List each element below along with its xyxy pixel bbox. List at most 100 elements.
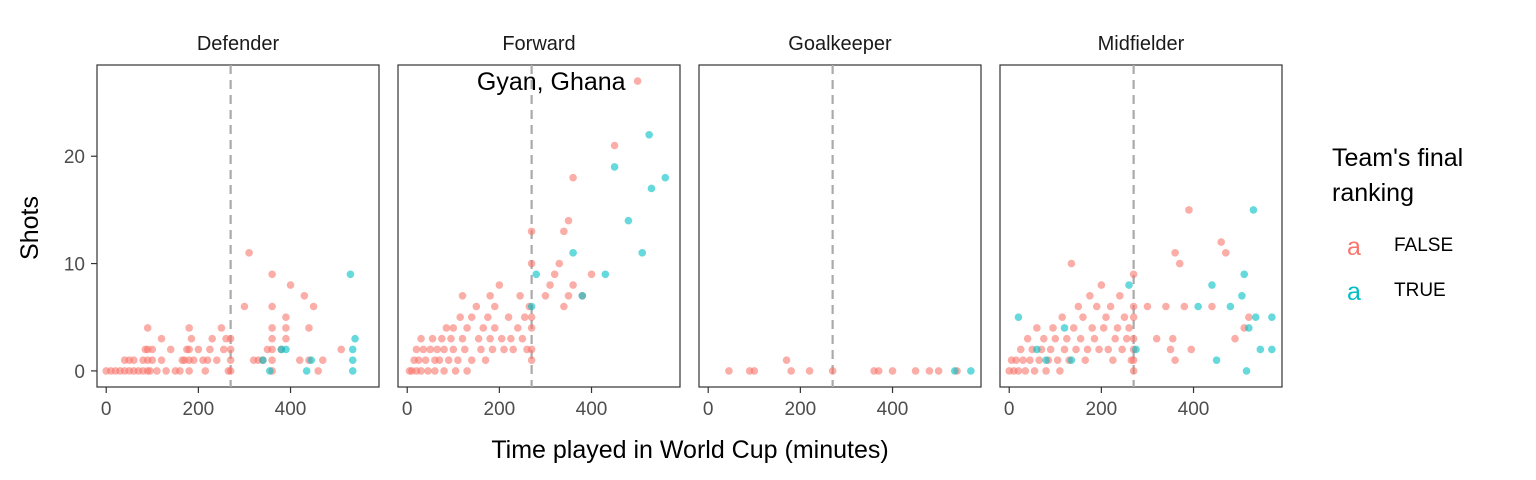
facet-goalkeeper: Goalkeeper 0 200 400 — [698, 33, 982, 420]
data-point-false — [1208, 302, 1216, 311]
data-point-false — [934, 367, 943, 375]
data-point-false — [1118, 345, 1126, 354]
data-point-false — [514, 324, 522, 332]
data-point-false — [162, 367, 170, 375]
data-point-false — [463, 367, 471, 375]
data-point-false — [419, 345, 428, 354]
data-point-false — [421, 356, 430, 364]
data-point-false — [185, 324, 193, 332]
data-point-false — [148, 356, 157, 364]
panel-border-defender — [96, 64, 380, 388]
data-point-false — [1104, 345, 1113, 354]
legend-key-false: a — [1347, 233, 1361, 261]
data-point-false — [484, 313, 492, 322]
data-point-false — [1111, 334, 1119, 343]
data-point-false — [874, 367, 883, 375]
data-point-false — [417, 334, 425, 343]
x-tick-label: 0 — [703, 399, 714, 420]
data-point-false — [1051, 334, 1060, 343]
data-point-false — [490, 302, 499, 311]
data-point-false — [481, 356, 490, 364]
data-point-false — [314, 367, 322, 375]
data-point-false — [1143, 302, 1152, 311]
facet-defender: Defender 0 200 400 0 10 20 — [64, 33, 380, 420]
data-point-false — [477, 345, 485, 354]
data-point-false — [435, 356, 444, 364]
data-point-false — [206, 345, 214, 354]
data-point-false — [486, 291, 494, 300]
data-point-false — [509, 345, 517, 354]
data-point-false — [1129, 313, 1138, 322]
data-point-false — [1185, 206, 1193, 214]
data-point-false — [516, 291, 524, 300]
data-point-false — [725, 367, 733, 375]
data-point-true — [259, 356, 267, 364]
facet-label-goalkeeper: Goalkeeper — [788, 33, 892, 55]
data-point-false — [305, 324, 313, 332]
data-point-false — [1109, 356, 1117, 364]
data-point-true — [527, 302, 536, 311]
data-point-false — [560, 227, 568, 236]
data-point-false — [518, 334, 527, 343]
data-point-false — [428, 334, 437, 343]
data-point-false — [456, 313, 465, 322]
data-point-true — [950, 367, 959, 375]
data-point-false — [1221, 249, 1230, 257]
data-point-true — [282, 345, 290, 354]
x-axis-title: Time played in World Cup (minutes) — [491, 436, 888, 464]
data-point-false — [426, 345, 435, 354]
data-point-true — [1249, 206, 1258, 214]
data-point-false — [300, 291, 309, 300]
data-point-false — [1026, 356, 1034, 364]
data-point-true — [1268, 345, 1276, 354]
data-point-false — [1097, 281, 1106, 289]
data-point-false — [217, 324, 226, 332]
data-point-false — [268, 345, 276, 354]
data-point-false — [1081, 356, 1090, 364]
data-point-false — [431, 367, 439, 375]
data-point-false — [495, 281, 504, 289]
data-point-false — [520, 313, 529, 322]
data-point-false — [1049, 324, 1057, 332]
data-point-true — [1251, 313, 1260, 322]
data-point-false — [187, 334, 196, 343]
data-point-false — [176, 367, 184, 375]
data-point-false — [451, 367, 460, 375]
data-point-false — [318, 356, 327, 364]
data-point-false — [337, 345, 346, 354]
data-point-false — [488, 345, 497, 354]
legend: Team's final ranking a FALSE a TRUE — [1332, 144, 1463, 306]
data-point-true — [348, 356, 357, 364]
data-point-false — [527, 345, 536, 354]
data-point-false — [444, 356, 453, 364]
data-point-false — [146, 367, 154, 375]
data-point-false — [442, 324, 451, 332]
data-point-false — [268, 334, 276, 343]
data-point-false — [479, 324, 488, 332]
data-point-false — [569, 281, 577, 289]
data-point-false — [1060, 345, 1069, 354]
data-point-false — [1083, 345, 1092, 354]
data-point-false — [1180, 302, 1189, 311]
data-point-false — [458, 291, 467, 300]
data-point-false — [1063, 334, 1071, 343]
data-point-true — [307, 356, 316, 364]
data-point-false — [282, 324, 290, 332]
data-point-false — [286, 281, 295, 289]
data-point-false — [1067, 259, 1076, 268]
data-point-true — [645, 130, 653, 139]
data-point-false — [610, 141, 619, 150]
y-tick-label: 10 — [64, 255, 85, 276]
x-tick-label: 0 — [1004, 399, 1015, 420]
data-point-false — [472, 302, 481, 311]
data-point-true — [647, 184, 656, 193]
data-point-false — [888, 367, 897, 375]
data-point-false — [925, 367, 934, 375]
data-point-false — [782, 356, 791, 364]
data-point-true — [1256, 345, 1265, 354]
facet-label-forward: Forward — [502, 33, 575, 55]
data-point-false — [226, 356, 235, 364]
data-point-false — [564, 291, 573, 300]
x-tick-label: 200 — [484, 399, 516, 420]
data-point-true — [532, 270, 541, 279]
